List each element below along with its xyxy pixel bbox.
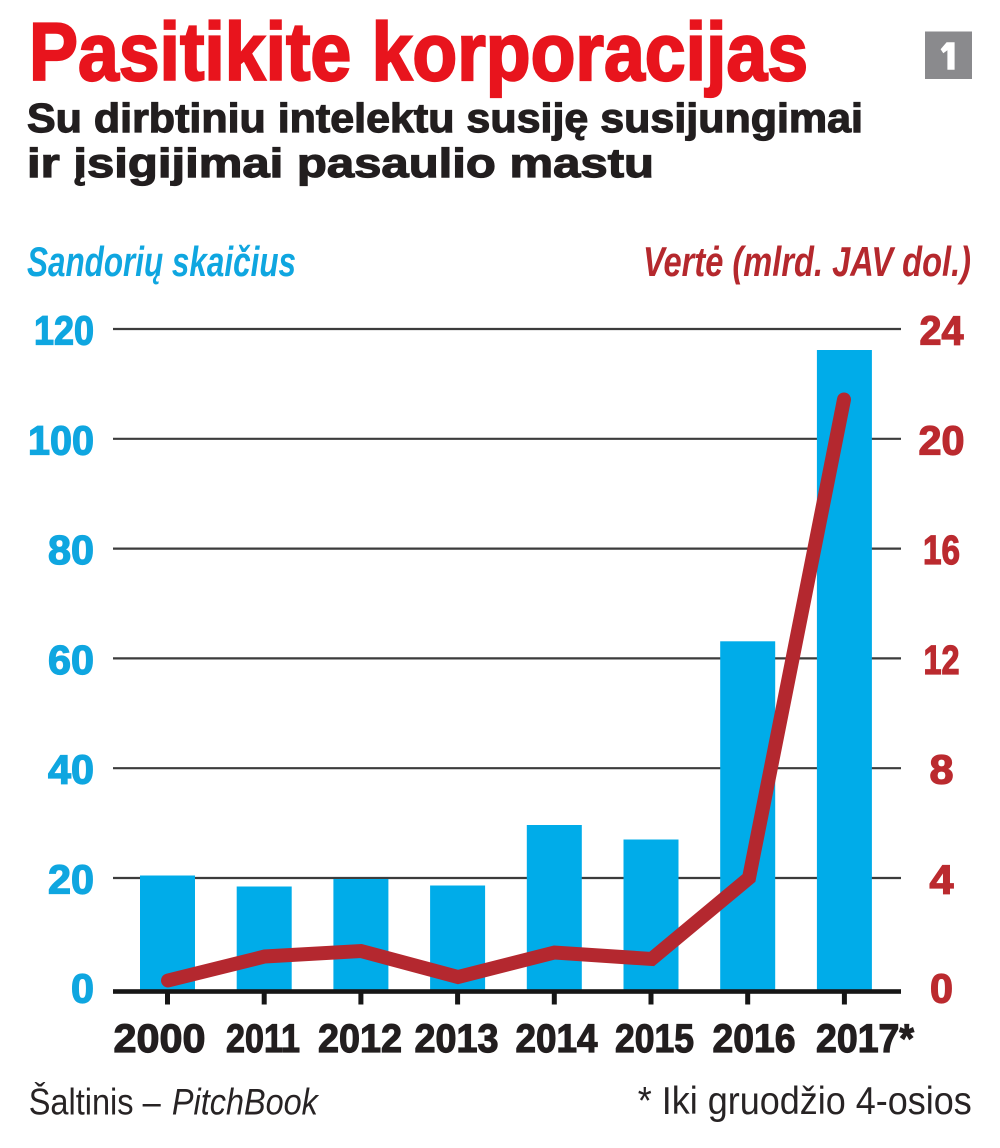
svg-text:2013: 2013 — [415, 1017, 499, 1061]
svg-text:20: 20 — [919, 417, 965, 463]
svg-text:2017*: 2017* — [816, 1017, 914, 1061]
svg-text:Su dirbtiniu intelektu susiję: Su dirbtiniu intelektu susiję susijungim… — [27, 95, 863, 141]
svg-text:0: 0 — [930, 966, 953, 1012]
svg-text:* Iki gruodžio 4-osios: * Iki gruodžio 4-osios — [638, 1080, 972, 1123]
svg-text:Vertė (mlrd. JAV dol.): Vertė (mlrd. JAV dol.) — [643, 238, 971, 285]
svg-text:Pasitikite korporacijas: Pasitikite korporacijas — [29, 7, 808, 98]
svg-text:2000: 2000 — [114, 1017, 206, 1061]
svg-text:100: 100 — [28, 417, 94, 463]
svg-text:Šaltinis –: Šaltinis – — [29, 1082, 161, 1123]
svg-text:12: 12 — [924, 637, 960, 683]
svg-text:ir įsigijimai pasaulio mastu: ir įsigijimai pasaulio mastu — [27, 140, 654, 186]
svg-text:8: 8 — [930, 747, 954, 793]
svg-text:2014: 2014 — [516, 1017, 599, 1061]
svg-text:80: 80 — [48, 527, 94, 573]
svg-text:16: 16 — [923, 527, 960, 573]
svg-text:40: 40 — [48, 747, 94, 793]
svg-text:2016: 2016 — [713, 1017, 796, 1061]
svg-text:2011: 2011 — [226, 1017, 300, 1061]
svg-text:0: 0 — [71, 966, 94, 1012]
svg-text:2012: 2012 — [318, 1017, 402, 1061]
svg-text:60: 60 — [48, 637, 94, 683]
svg-text:120: 120 — [34, 308, 94, 354]
svg-text:Sandorių skaičius: Sandorių skaičius — [27, 238, 296, 285]
svg-text:24: 24 — [920, 308, 964, 354]
svg-text:20: 20 — [48, 857, 94, 903]
svg-text:PitchBook: PitchBook — [172, 1082, 320, 1123]
svg-text:2015: 2015 — [615, 1017, 694, 1061]
svg-text:4: 4 — [930, 857, 954, 903]
